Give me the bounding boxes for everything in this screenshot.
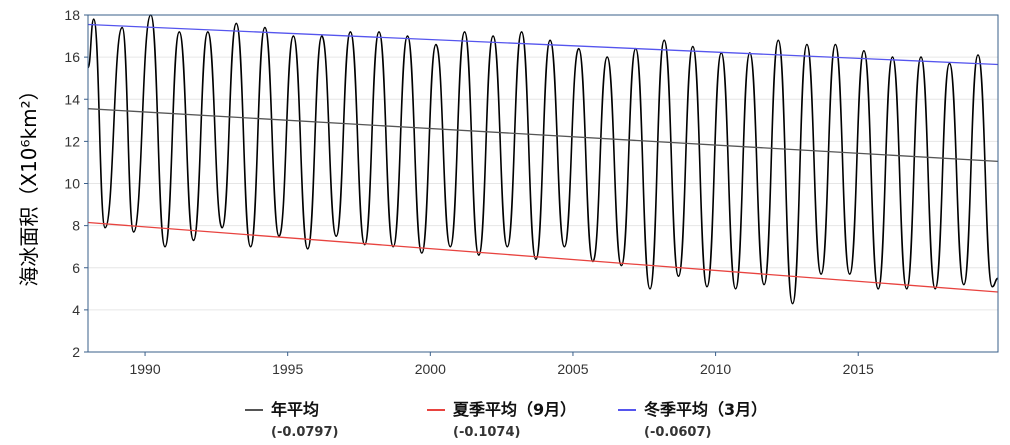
y-tick-label-4: 10 xyxy=(64,176,80,192)
y-tick-label-6: 14 xyxy=(64,91,80,107)
x-tick-label-2: 2000 xyxy=(415,361,446,377)
series-winter-line xyxy=(87,23,999,66)
y-tick-label-0: 2 xyxy=(72,344,80,360)
series-daily-line xyxy=(87,14,999,305)
y-tick-label-2: 6 xyxy=(72,260,80,276)
legend-coef-summer: (-0.1074) xyxy=(453,425,520,440)
legend-coef-annual: (-0.0797) xyxy=(271,425,338,440)
y-tick-label-3: 8 xyxy=(72,218,80,234)
legend-label-annual: 年平均 xyxy=(271,400,319,419)
data-series xyxy=(87,14,999,305)
series-annual-line xyxy=(87,108,999,163)
y-tick-label-1: 4 xyxy=(72,302,80,318)
y-tick-label-8: 18 xyxy=(64,7,80,23)
legend: 年平均 (-0.0797) 夏季平均（9月） (-0.1074) 冬季平均（3月） (-0… xyxy=(245,400,767,440)
x-tick-label-4: 2010 xyxy=(700,361,731,377)
x-axis-ticks: 1990 1995 2000 2005 2010 2015 xyxy=(129,352,874,377)
y-tick-label-7: 16 xyxy=(64,49,80,65)
y-axis-ticks: 2 4 6 8 10 12 14 16 18 xyxy=(64,7,88,360)
x-tick-label-3: 2005 xyxy=(557,361,588,377)
legend-label-winter: 冬季平均（3月） xyxy=(644,400,767,419)
x-tick-label-0: 1990 xyxy=(129,361,160,377)
y-tick-label-5: 12 xyxy=(64,133,80,149)
legend-label-summer: 夏季平均（9月） xyxy=(452,400,576,419)
x-tick-label-1: 1995 xyxy=(272,361,303,377)
legend-coef-winter: (-0.0607) xyxy=(644,425,711,440)
series-summer-line xyxy=(87,221,999,293)
x-tick-label-5: 2015 xyxy=(843,361,874,377)
y-axis-label: 海冰面积（X10⁶km²） xyxy=(17,80,41,286)
